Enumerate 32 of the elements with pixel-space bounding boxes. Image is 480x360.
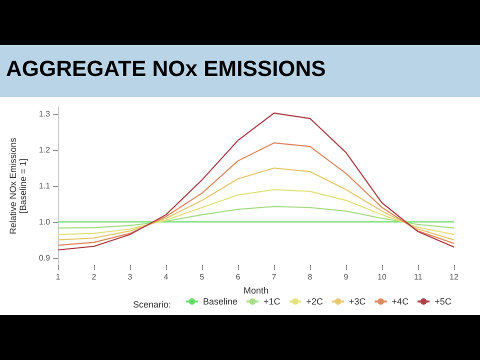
- x-tick-label: 9: [344, 272, 349, 282]
- y-axis-title: Relative NOx Emissions [Baseline = 1]: [8, 137, 28, 234]
- legend-label: +2C: [306, 296, 324, 306]
- x-tick-label: 7: [272, 272, 277, 282]
- y-tick-label: 1.1: [38, 182, 51, 190]
- x-tick-label: 4: [164, 272, 169, 282]
- legend-label: +1C: [264, 296, 281, 306]
- x-tick-label: 3: [128, 272, 133, 282]
- chart-title: AGGREGATE NOx EMISSIONS: [6, 56, 326, 82]
- legend-label: +3C: [349, 296, 366, 306]
- y-tick-label: 1.2: [38, 146, 51, 155]
- line-series: [57, 206, 455, 229]
- x-axis-title: Month: [244, 285, 269, 296]
- x-tick-label: 8: [308, 272, 313, 282]
- legend-label: +5C: [434, 296, 452, 306]
- legend-label: Baseline: [203, 296, 238, 306]
- line-series: [57, 112, 455, 251]
- x-tick-label: 10: [378, 272, 387, 282]
- line-series: [57, 142, 455, 246]
- line-series: [57, 188, 455, 236]
- y-tick-label: 1.3: [38, 110, 51, 119]
- legend-label: +4C: [392, 296, 410, 306]
- x-tick-label: 11: [414, 272, 423, 282]
- x-tick-label: 6: [236, 272, 241, 282]
- x-tick-label: 5: [200, 272, 205, 282]
- x-tick-label: 12: [450, 272, 459, 282]
- line-series: [57, 167, 455, 240]
- y-tick-label: 1.0: [38, 217, 51, 226]
- x-tick-label: 2: [92, 272, 97, 282]
- legend-title: Scenario:: [133, 300, 172, 310]
- x-tick-label: 1: [56, 272, 61, 282]
- y-tick-label: 0.9: [38, 253, 51, 262]
